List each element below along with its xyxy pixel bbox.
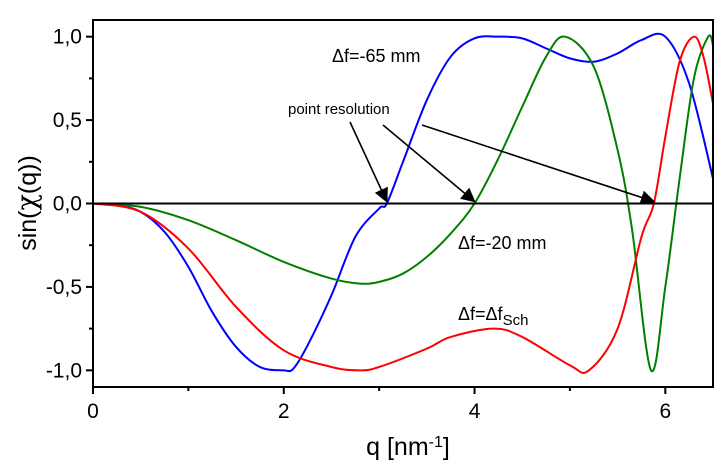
green-series-line [93,34,713,373]
y-axis-title: sin(χ(q)) [12,155,43,251]
x-tick-label: 2 [278,400,290,423]
x-tick-label: 0 [87,400,99,423]
point-resolution-arrow [421,124,656,205]
point-resolution-label: point resolution [288,101,390,118]
y-tick-label: 1,0 [53,26,82,49]
y-tick-label: 0,0 [53,193,82,216]
ticks-layer: 0 2 4 6 -1,0 -0,5 0,0 0,5 1,0 [46,26,671,423]
x-tick-label: 4 [469,400,481,423]
point-resolution-arrow [349,121,388,203]
arrows-layer [349,121,656,205]
y-tick-label: -0,5 [46,276,82,299]
blue-series-label: Δf=-65 mm [332,46,421,66]
y-tick-label: -1,0 [46,359,82,382]
red-series-label: Δf=ΔfSch [458,304,528,329]
red-series-line [93,35,713,374]
point-resolution-arrow [382,124,476,203]
y-tick-label: 0,5 [53,109,82,132]
green-series-label: Δf=-20 mm [458,233,547,253]
x-axis-title: q [nm-1] [366,433,450,461]
x-tick-label: 6 [659,400,671,423]
